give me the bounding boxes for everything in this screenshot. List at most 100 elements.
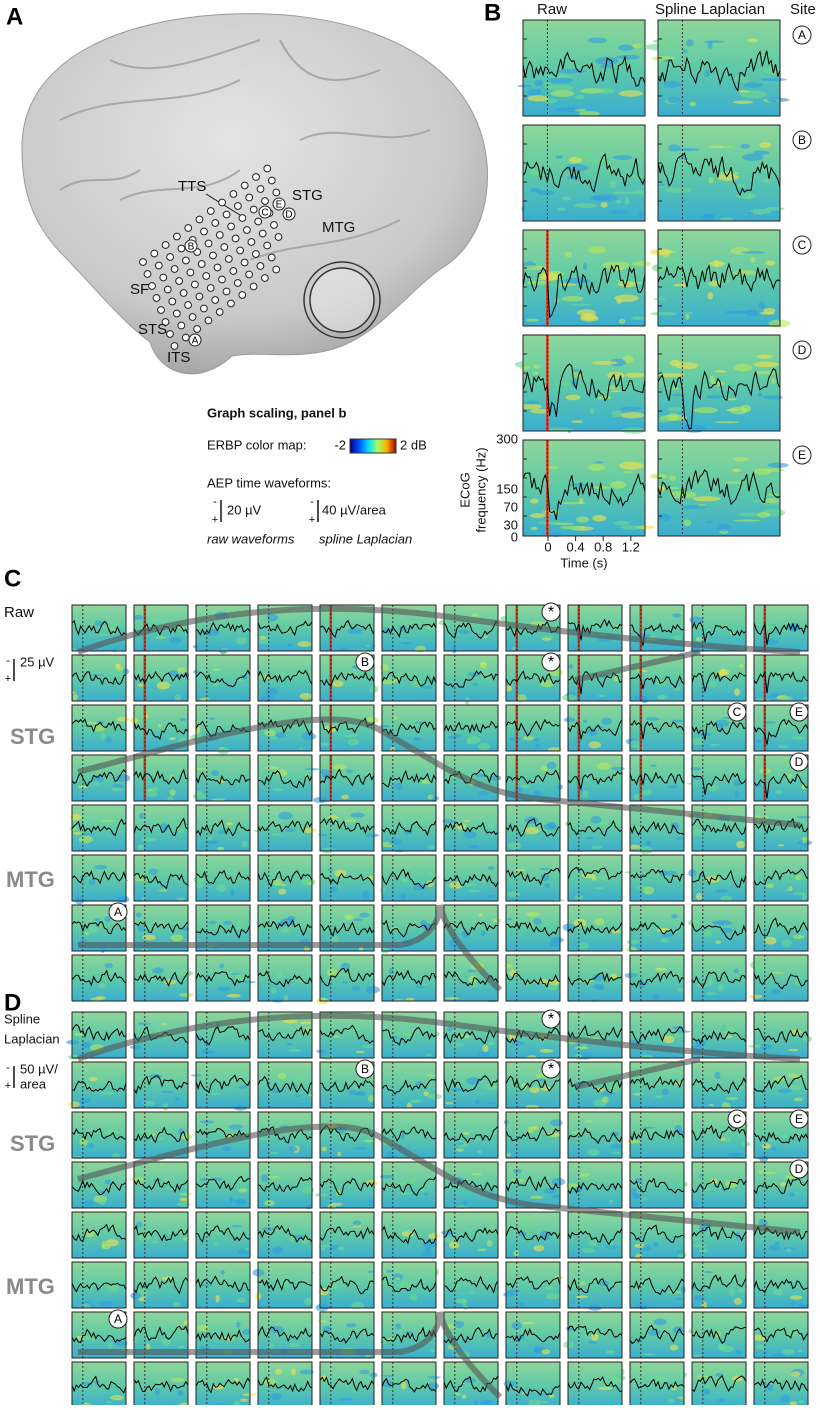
tile-blob [788, 1073, 797, 1078]
tile-blob [264, 1200, 275, 1206]
region-label: MTG [6, 1274, 55, 1299]
tile-blob [106, 1401, 112, 1404]
tile-blob [717, 984, 724, 991]
tile-blob [261, 1138, 270, 1140]
tile-blob [212, 799, 226, 801]
spectrogram-tile [72, 1212, 126, 1258]
spectrogram-tile [522, 230, 651, 326]
tile-blob [112, 1153, 121, 1158]
tile-blob [279, 883, 286, 886]
tile-blob [413, 737, 421, 741]
tile-blob [602, 1097, 609, 1103]
tile-blob [707, 292, 713, 300]
electrode [216, 232, 223, 239]
spectrogram-tile [320, 1362, 378, 1405]
tile-blob [618, 45, 633, 51]
tile-blob [709, 744, 720, 746]
spectrogram-tile [258, 855, 315, 901]
tile-blob [443, 1238, 456, 1242]
tile-blob [174, 694, 180, 701]
spectrogram-tile [688, 855, 746, 902]
tile-blob [650, 633, 654, 638]
tile-blob [488, 866, 495, 870]
tile-blob [559, 502, 586, 504]
tile-blob [654, 1319, 667, 1326]
tile-blob [591, 816, 602, 824]
electrode [246, 194, 253, 201]
tile-blob [715, 940, 721, 944]
tile-blob [736, 841, 745, 849]
scale-label: 25 µV [20, 654, 55, 669]
tile-blob [149, 868, 159, 874]
tile-blob [258, 637, 269, 644]
tile-blob [760, 312, 775, 315]
region-label: STG [10, 1131, 55, 1156]
tile-blob [586, 837, 594, 840]
tile-blob [507, 1153, 511, 1157]
brain-image [22, 14, 488, 374]
electrode [219, 276, 226, 283]
polarity: + [5, 673, 11, 685]
tile-blob [271, 833, 281, 835]
tile-blob [300, 1021, 312, 1024]
tile-blob [642, 1127, 656, 1129]
tile-blob [108, 1284, 119, 1292]
tile-blob [725, 1137, 730, 1142]
spectrogram-tile [630, 1362, 687, 1405]
electrode [253, 251, 260, 258]
tile-blob [525, 827, 539, 834]
tile-blob [353, 918, 363, 921]
tile-blob [759, 142, 771, 148]
tile-blob [787, 626, 798, 632]
spectrogram-tile [193, 655, 250, 701]
tile-blob [598, 875, 612, 881]
tile-blob [421, 686, 433, 689]
tile-blob [169, 637, 182, 644]
tile-blob [288, 1049, 300, 1052]
electrode [164, 286, 171, 293]
spectrogram-tile [258, 1212, 312, 1258]
spectrogram-tile [320, 855, 374, 901]
polarity: - [6, 655, 10, 667]
tile-blob [588, 37, 608, 43]
tile-blob [704, 1271, 713, 1273]
tile-blob [178, 1346, 185, 1348]
tile-blob [649, 616, 661, 618]
tile-blob [348, 739, 359, 746]
tile-blob [98, 984, 105, 989]
brain-label: ITS [167, 349, 190, 366]
tile-blob [681, 1286, 686, 1294]
tile-blob [765, 207, 785, 210]
spectrogram-tile [506, 705, 562, 751]
electrode [225, 256, 232, 263]
spectrogram-tile [752, 905, 808, 951]
tile-blob [625, 871, 640, 873]
spectrogram-tile [258, 1362, 314, 1405]
tile-blob [611, 1144, 622, 1149]
tile-blob [732, 469, 742, 472]
tile-blob [705, 70, 710, 78]
tile-blob [66, 1040, 80, 1044]
electrode [223, 211, 230, 218]
tile-blob [733, 457, 748, 461]
electrode [158, 307, 165, 314]
polarity: + [5, 1080, 11, 1092]
tile-bg [320, 1212, 374, 1258]
tile-blob [200, 698, 210, 701]
tile-blob [636, 457, 643, 462]
spectrogram-tile [630, 755, 684, 801]
tile-blob [633, 1093, 643, 1096]
spectrogram-tile [318, 1212, 374, 1258]
tile-blob [547, 822, 556, 829]
tile-blob [569, 664, 574, 669]
tile-blob [277, 672, 287, 677]
tile-blob [625, 198, 630, 205]
spectrogram-tile [69, 1062, 126, 1108]
tile-blob [530, 1196, 544, 1199]
tile-blob [538, 190, 554, 195]
tile-blob [293, 1318, 306, 1324]
spectrogram-tile [568, 755, 625, 801]
tile-blob [410, 1177, 416, 1184]
spectrogram-tile [72, 855, 129, 905]
tile-blob [159, 889, 167, 892]
